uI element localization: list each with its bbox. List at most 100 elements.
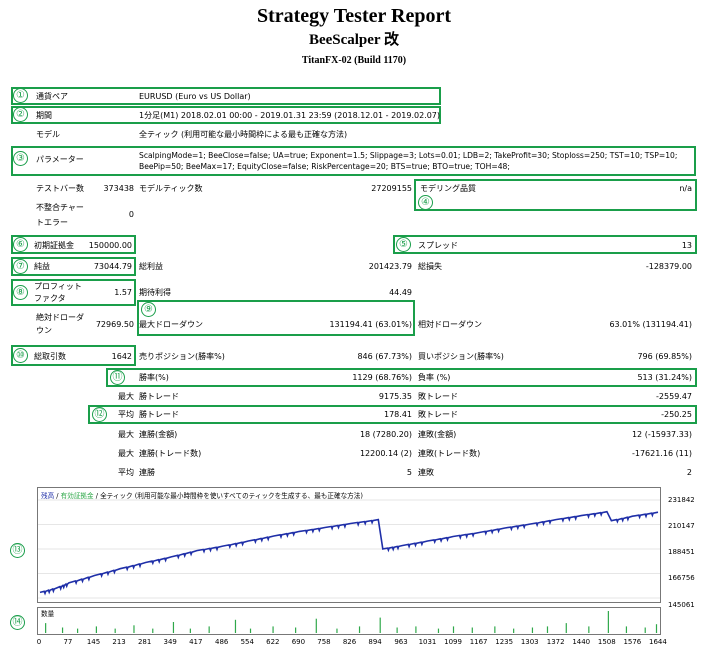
avg-word-2: 平均	[118, 468, 134, 477]
abs-dd-label-1: 絶対ドローダ	[36, 313, 84, 322]
max-loss-label: 敗トレード	[418, 392, 458, 401]
trades-label: 総取引数	[34, 352, 66, 361]
max-dd-label: 最大ドローダウン	[139, 320, 203, 329]
model-label: モデル	[36, 130, 60, 139]
pf-label-2: ファクタ	[34, 294, 66, 303]
highlight-box-maxdd	[137, 300, 415, 336]
avg-cons-loss-label: 連敗	[418, 468, 434, 477]
legend-equity: 有効証拠金	[60, 492, 94, 500]
mismatch-label-1: 不整合チャー	[36, 203, 84, 212]
max-loss-value: -2559.47	[656, 392, 692, 401]
x-tick-21: 1372	[546, 638, 565, 646]
y-tick-4: 166756	[668, 574, 695, 582]
loss-value: 513 (31.24%)	[637, 373, 692, 382]
highlight-box-pf	[11, 279, 136, 306]
highlight-box-spread	[393, 235, 697, 254]
badge-12: ⑫	[92, 407, 107, 422]
gross-loss-label: 総損失	[418, 262, 442, 271]
spread-label: スプレッド	[418, 241, 458, 250]
y-tick-3: 188451	[668, 548, 695, 556]
avg-cons-win-label: 連勝	[139, 468, 155, 477]
avg-word-1: 平均	[118, 410, 134, 419]
legend-model: 全ティック (利用可能な最小時間枠を使いすべてのティックを生成する、最も正確な方…	[100, 492, 363, 500]
pair-value: EURUSD (Euro vs US Dollar)	[139, 92, 251, 101]
highlight-box-avg	[88, 405, 697, 424]
long-label: 買いポジション(勝率%)	[418, 352, 504, 361]
params-value: ScalpingMode=1; BeeClose=false; UA=true;…	[139, 151, 678, 171]
x-tick-13: 826	[342, 638, 357, 646]
abs-dd-value: 72969.50	[95, 320, 134, 329]
pf-label-1: プロフィット	[34, 282, 82, 291]
period-label: 期間	[36, 111, 52, 120]
highlight-box-period	[11, 106, 441, 124]
deposit-label: 初期証拠金	[34, 241, 74, 250]
pf-value: 1.57	[114, 288, 132, 297]
badge-6: ⑥	[13, 237, 28, 252]
bars-label: テストバー数	[36, 184, 84, 193]
y-tick-5: 145061	[668, 601, 695, 609]
x-tick-4: 213	[112, 638, 126, 646]
x-tick-1: 0	[36, 638, 42, 646]
legend-separator-1: /	[56, 492, 59, 500]
x-tick-3: 145	[86, 638, 101, 646]
max-word-1: 最大	[118, 392, 134, 401]
cons-win-money-label: 連勝(金額)	[139, 430, 178, 439]
long-value: 796 (69.85%)	[637, 352, 692, 361]
cons-loss-count-value: -17621.16 (11)	[631, 449, 692, 458]
win-label: 勝率(%)	[139, 373, 169, 382]
x-tick-22: 1440	[572, 638, 591, 646]
model-value: 全ティック (利用可能な最小時間枠による最も正確な方法)	[139, 130, 348, 139]
quality-value: n/a	[679, 184, 692, 193]
highlight-box-winloss	[106, 368, 697, 387]
cons-win-money-value: 18 (7280.20)	[359, 430, 412, 439]
badge-9: ⑨	[141, 302, 156, 317]
x-tick-25: 1644	[649, 638, 667, 646]
avg-win-label: 勝トレード	[139, 410, 179, 419]
x-tick-19: 1235	[495, 638, 514, 646]
rel-dd-value: 63.01% (131194.41)	[609, 320, 692, 329]
max-word-3: 最大	[118, 449, 134, 458]
highlight-box-deposit	[11, 235, 136, 254]
trades-value: 1642	[111, 352, 132, 361]
net-label: 純益	[34, 262, 50, 271]
loss-label: 負率 (%)	[418, 373, 451, 382]
x-tick-5: 281	[137, 638, 152, 646]
series-line-1	[39, 510, 659, 596]
balance-chart-svg	[38, 499, 660, 599]
abs-dd-label-2: ウン	[36, 326, 52, 335]
mismatch-value: 0	[128, 210, 134, 219]
badge-2: ②	[13, 107, 28, 122]
x-tick-14: 894	[368, 638, 382, 646]
badge-3: ③	[13, 151, 28, 166]
volume-chart-svg	[45, 611, 658, 633]
badge-13: ⑬	[10, 543, 25, 558]
gross-loss-value: -128379.00	[645, 262, 692, 271]
legend-separator-2: /	[95, 492, 98, 500]
badge-5: ⑤	[396, 237, 411, 252]
cons-win-count-label: 連勝(トレード数)	[139, 449, 202, 458]
highlight-box-net	[11, 257, 136, 276]
x-tick-9: 554	[240, 638, 254, 646]
rel-dd-label: 相対ドローダウン	[418, 320, 482, 329]
cons-win-count-value: 12200.14 (2)	[359, 449, 412, 458]
avg-loss-value: -250.25	[661, 410, 692, 419]
x-tick-10: 622	[266, 638, 280, 646]
x-tick-18: 1167	[469, 638, 488, 646]
badge-14: ⑭	[10, 615, 25, 630]
x-tick-12: 758	[317, 638, 331, 646]
short-value: 846 (67.73%)	[357, 352, 412, 361]
avg-win-value: 178.41	[384, 410, 412, 419]
max-win-label: 勝トレード	[139, 392, 179, 401]
report-subtitle: BeeScalper 改	[308, 32, 400, 48]
report-title: Strategy Tester Report	[256, 5, 452, 27]
badge-10: ⑩	[13, 348, 28, 363]
net-value: 73044.79	[93, 262, 132, 271]
x-tick-20: 1303	[520, 638, 539, 646]
highlight-box-quality	[414, 179, 697, 211]
quality-label: モデリング品質	[420, 184, 476, 193]
badge-8: ⑧	[13, 285, 28, 300]
x-tick-11: 690	[291, 638, 306, 646]
ticks-label: モデルティック数	[139, 184, 203, 193]
badge-4: ④	[418, 195, 433, 210]
x-tick-2: 77	[63, 638, 73, 646]
